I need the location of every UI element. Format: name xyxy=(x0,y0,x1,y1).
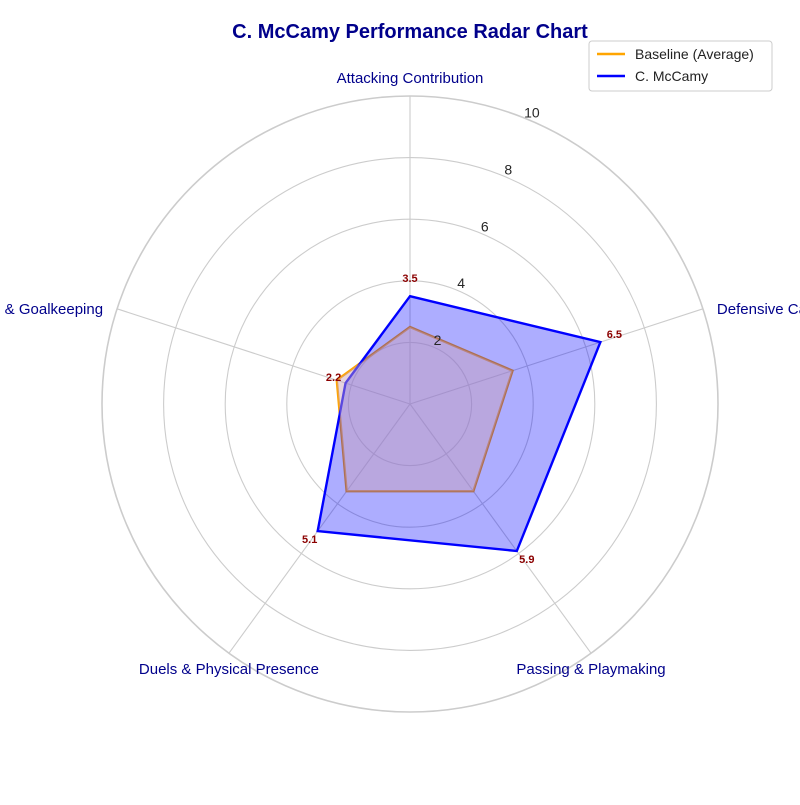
r-tick-label: 6 xyxy=(481,218,489,234)
radar-labels: 2 4 6 8 10 Attacking Contribution Defensive Ca… xyxy=(0,70,800,678)
data-label: 3.5 xyxy=(402,273,417,285)
grid-spoke xyxy=(228,403,411,654)
legend-box xyxy=(588,40,773,92)
series-fill-c-mccamy xyxy=(317,296,601,552)
r-tick-label: 2 xyxy=(434,332,442,348)
legend-label-c-mccamy: C. McCamy xyxy=(635,68,708,84)
r-tick-label: 4 xyxy=(457,275,465,291)
radar-grid xyxy=(101,95,719,713)
chart-title: C. McCamy Performance Radar Chart xyxy=(232,21,588,43)
axis-label-passing-playmaking: Passing & Playmaking xyxy=(516,661,665,678)
axis-label-discipline-goalkeeping: Discipline & Goalkeeping xyxy=(0,301,103,318)
r-tick-label: 8 xyxy=(504,161,512,177)
grid-spoke xyxy=(116,308,411,405)
radar-series xyxy=(316,294,603,553)
series-line-baseline-average xyxy=(335,325,515,493)
series-line-c-mccamy xyxy=(316,294,603,553)
axis-label-defensive-capability: Defensive Capability xyxy=(717,301,800,318)
data-label: 5.1 xyxy=(302,534,317,546)
r-tick-label: 10 xyxy=(524,104,540,120)
grid-spoke xyxy=(409,403,592,654)
legend-label-baseline-average: Baseline (Average) xyxy=(635,46,754,62)
series-overlap-shade xyxy=(336,327,513,492)
grid-spoke xyxy=(409,308,704,405)
data-label: 5.9 xyxy=(519,554,534,566)
legend: Baseline (Average) C. McCamy xyxy=(588,40,773,92)
axis-label-attacking-contribution: Attacking Contribution xyxy=(337,70,484,87)
data-label: 2.2 xyxy=(326,372,341,384)
axis-label-duels-physical-presence: Duels & Physical Presence xyxy=(139,661,319,678)
data-label: 6.5 xyxy=(607,329,622,341)
